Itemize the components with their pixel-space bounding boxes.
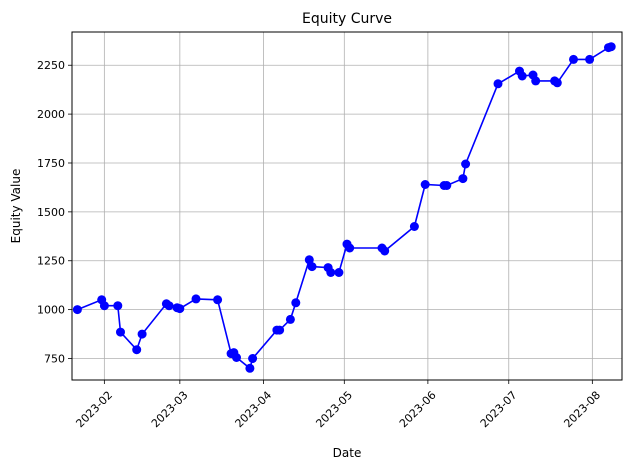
data-point [420, 180, 430, 189]
data-point [245, 363, 255, 373]
data-point [99, 301, 109, 311]
chart-title: Equity Curve [302, 11, 392, 27]
grid-lines [72, 32, 622, 380]
y-tick-label: 1250 [37, 255, 65, 268]
data-point [113, 301, 123, 311]
data-point [72, 305, 82, 315]
x-tick-label: 2023-04 [233, 389, 275, 431]
data-point [285, 314, 295, 324]
y-tick-label: 1750 [37, 157, 65, 170]
y-axis-ticks: 750 1000 1250 1500 1750 2000 2250 [37, 59, 72, 365]
data-point [345, 243, 355, 253]
data-point [409, 222, 419, 231]
data-point [461, 159, 471, 169]
data-point [304, 255, 314, 265]
data-point [291, 298, 301, 308]
data-point [442, 181, 452, 190]
data-point [232, 353, 241, 362]
y-tick-label: 1500 [37, 206, 65, 219]
series-points [72, 42, 616, 373]
data-point [164, 301, 174, 311]
data-point [606, 42, 616, 52]
data-point [137, 329, 147, 339]
x-tick-label: 2023-02 [73, 389, 115, 431]
data-point [493, 79, 503, 89]
data-point [116, 327, 125, 337]
data-point [380, 246, 390, 256]
x-axis-ticks: 2023-02 2023-03 2023-04 2023-05 2023-06 2023-… [73, 380, 603, 430]
x-tick-label: 2023-05 [313, 389, 355, 431]
data-point [213, 295, 223, 305]
data-point [132, 345, 142, 355]
y-axis-label: Equity Value [9, 169, 23, 244]
data-point [531, 76, 541, 86]
data-point [569, 54, 578, 64]
y-tick-label: 2000 [37, 108, 65, 121]
x-tick-label: 2023-07 [478, 389, 520, 431]
data-point [248, 354, 258, 363]
plot-frame [71, 31, 623, 381]
data-point [191, 294, 201, 304]
data-point [458, 174, 468, 184]
data-point [585, 54, 595, 64]
data-point [175, 304, 185, 314]
data-point [517, 71, 527, 81]
y-tick-label: 2250 [37, 59, 65, 72]
x-tick-label: 2023-08 [561, 389, 603, 431]
x-axis-label: Date [333, 446, 362, 460]
x-tick-label: 2023-03 [149, 389, 191, 431]
data-point [275, 325, 285, 335]
data-point [552, 78, 562, 88]
y-tick-label: 750 [44, 352, 65, 365]
x-tick-label: 2023-06 [397, 389, 439, 431]
data-point [326, 268, 336, 277]
y-tick-label: 1000 [37, 304, 65, 317]
data-point [307, 262, 317, 272]
data-point [334, 268, 344, 277]
